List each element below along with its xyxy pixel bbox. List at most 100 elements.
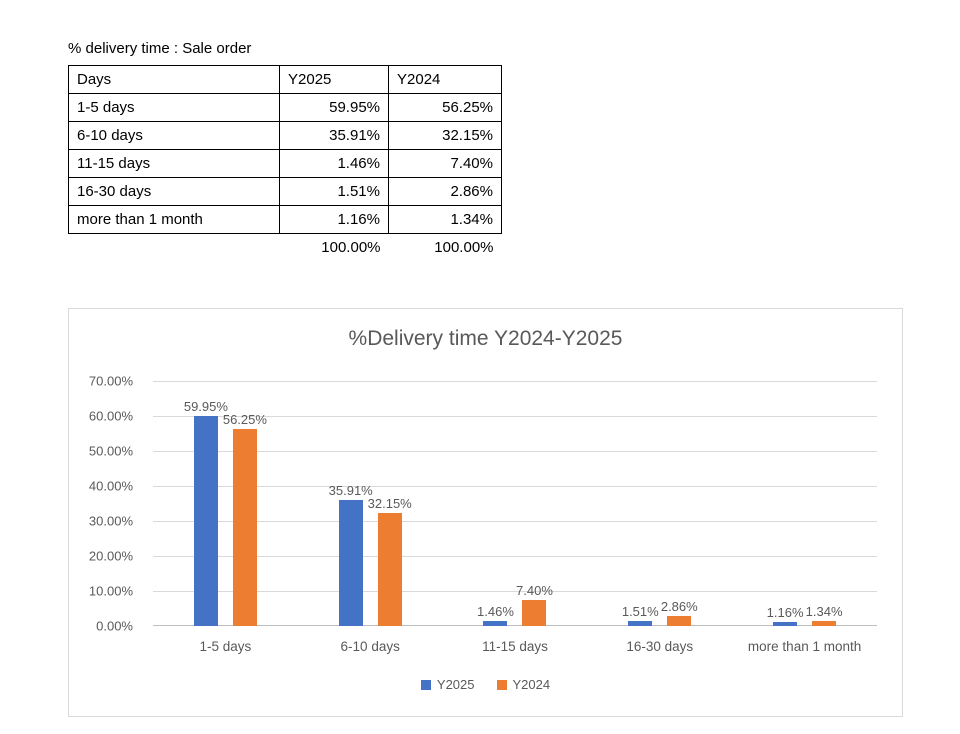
table-row: 16-30 days 1.51% 2.86% <box>68 177 502 206</box>
bar-y2024 <box>522 600 547 626</box>
bar-group: 35.91% 32.15% <box>298 381 443 626</box>
y-axis-label: 50.00% <box>88 443 133 459</box>
data-label: 59.95% <box>183 399 228 415</box>
legend-swatch-icon <box>420 679 431 690</box>
value-cell: 56.25% <box>388 93 502 122</box>
delivery-table-block: % delivery time : Sale order Days Y2025 Y2… <box>68 40 502 261</box>
plot-area: 59.95% 56.25% 35.91% 32.15% 1.46% 7.40% 1.51% 2… <box>153 381 877 626</box>
days-cell: 16-30 days <box>68 177 280 206</box>
bar-wrap: 7.40% <box>516 381 553 626</box>
value-cell: 35.91% <box>279 121 389 150</box>
bar-wrap: 56.25% <box>223 381 267 626</box>
legend-item-y2025: Y2025 <box>420 677 475 692</box>
total-cell <box>69 234 280 262</box>
value-cell: 1.46% <box>279 149 389 178</box>
total-cell: 100.00% <box>434 239 494 256</box>
bar-y2024 <box>232 429 257 626</box>
x-axis-label: 11-15 days <box>482 639 548 654</box>
x-axis-line <box>153 625 877 626</box>
data-label: 32.15% <box>367 496 412 512</box>
bar-wrap: 1.16% <box>767 381 804 626</box>
bar-y2025 <box>483 620 508 626</box>
days-cell: more than 1 month <box>68 205 280 234</box>
y-axis: 70.00% 60.00% 50.00% 40.00% 30.00% 20.00% 10.0… <box>69 374 139 634</box>
gridline <box>153 556 877 557</box>
delivery-table: Days Y2025 Y2024 1-5 days 59.95% 56.25% 6-10 … <box>68 65 502 261</box>
bar-wrap: 59.95% <box>184 381 228 626</box>
data-label: 1.16% <box>766 604 804 620</box>
bar-group: 1.46% 7.40% <box>443 381 588 626</box>
bar-y2025 <box>773 621 798 626</box>
table-header-row: Days Y2025 Y2024 <box>68 65 502 94</box>
bar-wrap: 35.91% <box>329 381 373 626</box>
days-cell: 6-10 days <box>68 121 280 150</box>
gridline <box>153 451 877 452</box>
table-title: % delivery time : Sale order <box>68 40 252 57</box>
table-header-cell: Y2024 <box>388 65 502 94</box>
legend-label: Y2025 <box>436 677 475 692</box>
y-axis-label: 20.00% <box>88 548 133 564</box>
chart-title: %Delivery time Y2024-Y2025 <box>348 327 623 350</box>
bar-wrap: 1.46% <box>477 381 514 626</box>
x-axis-label: 6-10 days <box>340 639 400 654</box>
gridline <box>153 486 877 487</box>
y-axis-label: 30.00% <box>88 513 133 529</box>
legend-item-y2024: Y2024 <box>496 677 551 692</box>
bar-y2025 <box>628 620 653 626</box>
bar-y2024 <box>667 616 692 626</box>
table-header-cell: Days <box>68 65 280 94</box>
value-cell: 1.34% <box>388 205 502 234</box>
table-header-cell: Y2025 <box>279 65 389 94</box>
legend-swatch-icon <box>496 679 507 690</box>
data-label: 2.86% <box>660 599 698 614</box>
table-row: more than 1 month 1.16% 1.34% <box>68 205 502 234</box>
table-totals-row: 100.00% 100.00% <box>69 234 502 262</box>
value-cell: 7.40% <box>388 149 502 178</box>
data-label: 35.91% <box>328 483 373 499</box>
y-axis-label: 10.00% <box>88 583 133 599</box>
value-cell: 32.15% <box>388 121 502 150</box>
bar-group: 59.95% 56.25% <box>153 381 298 626</box>
data-label: 1.51% <box>621 603 659 619</box>
data-label: 1.46% <box>477 603 514 619</box>
bar-wrap: 1.51% <box>622 381 659 626</box>
days-cell: 11-15 days <box>68 149 280 178</box>
data-label: 56.25% <box>222 412 267 428</box>
bar-y2024 <box>377 513 402 626</box>
y-axis-label: 60.00% <box>88 408 133 424</box>
y-axis-label: 70.00% <box>88 373 133 389</box>
x-axis-label: more than 1 month <box>747 639 862 654</box>
value-cell: 2.86% <box>388 177 502 206</box>
gridline <box>153 591 877 592</box>
bar-y2025 <box>338 500 363 626</box>
value-cell: 59.95% <box>279 93 389 122</box>
table-row: 6-10 days 35.91% 32.15% <box>68 121 502 150</box>
table-row: 1-5 days 59.95% 56.25% <box>68 93 502 122</box>
data-label: 7.40% <box>516 583 553 599</box>
legend-label: Y2024 <box>512 677 551 692</box>
y-axis-label: 0.00% <box>96 618 133 634</box>
bar-y2025 <box>193 416 218 626</box>
bar-wrap: 2.86% <box>661 381 698 626</box>
y-axis-label: 40.00% <box>88 478 133 494</box>
table-row: 11-15 days 1.46% 7.40% <box>68 149 502 178</box>
total-cell: 100.00% <box>321 239 381 256</box>
gridline <box>153 381 877 382</box>
days-cell: 1-5 days <box>68 93 280 122</box>
legend: Y2025 Y2024 <box>69 677 902 692</box>
x-axis: 1-5 days 6-10 days 11-15 days 16-30 days mor… <box>153 639 877 654</box>
bar-wrap: 1.34% <box>806 381 843 626</box>
value-cell: 1.51% <box>279 177 389 206</box>
bar-group: 1.16% 1.34% <box>732 381 877 626</box>
bar-y2024 <box>812 621 837 626</box>
x-axis-label: 1-5 days <box>199 639 252 654</box>
bar-group: 1.51% 2.86% <box>587 381 732 626</box>
gridline <box>153 416 877 417</box>
value-cell: 1.16% <box>279 205 389 234</box>
bar-wrap: 32.15% <box>368 381 412 626</box>
table-body: 1-5 days 59.95% 56.25% 6-10 days 35.91% 32.15… <box>68 93 502 234</box>
data-label: 1.34% <box>805 604 843 620</box>
x-axis-label: 16-30 days <box>626 639 694 654</box>
gridline <box>153 521 877 522</box>
delivery-chart: %Delivery time Y2024-Y2025 70.00% 60.00% 5… <box>68 308 903 717</box>
